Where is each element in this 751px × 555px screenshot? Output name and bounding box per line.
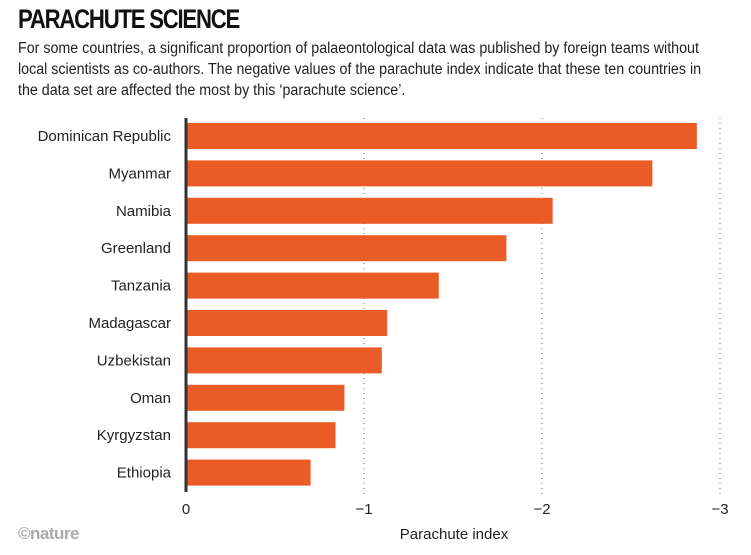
- category-label: Madagascar: [88, 315, 171, 332]
- x-tick-label: −3: [711, 501, 728, 518]
- bar: [186, 459, 311, 486]
- bar: [186, 197, 553, 224]
- category-label: Ethiopia: [117, 465, 172, 482]
- x-tick-label: −1: [355, 501, 372, 518]
- bar: [186, 123, 697, 149]
- category-label: Dominican Republic: [38, 128, 172, 145]
- nature-credit-logo: ©nature: [18, 524, 79, 543]
- x-tick-label: 0: [182, 501, 190, 518]
- category-label: Uzbekistan: [97, 352, 171, 369]
- category-label: Myanmar: [108, 165, 171, 182]
- chart-subtitle: For some countries, a significant propor…: [18, 40, 702, 99]
- bar: [186, 384, 345, 411]
- x-tick-label: −2: [533, 501, 550, 518]
- bar: [186, 347, 382, 374]
- bar: [186, 272, 439, 299]
- chart-title: PARACHUTE SCIENCE: [18, 4, 240, 34]
- x-axis-label: Parachute index: [400, 526, 509, 543]
- category-label: Namibia: [116, 203, 172, 220]
- category-label: Greenland: [101, 240, 171, 257]
- category-label: Oman: [130, 390, 171, 407]
- bar: [186, 422, 336, 449]
- bar: [186, 310, 388, 336]
- bar: [186, 235, 507, 262]
- bar: [186, 160, 653, 187]
- category-label: Kyrgyzstan: [97, 427, 171, 444]
- category-label: Tanzania: [111, 278, 172, 295]
